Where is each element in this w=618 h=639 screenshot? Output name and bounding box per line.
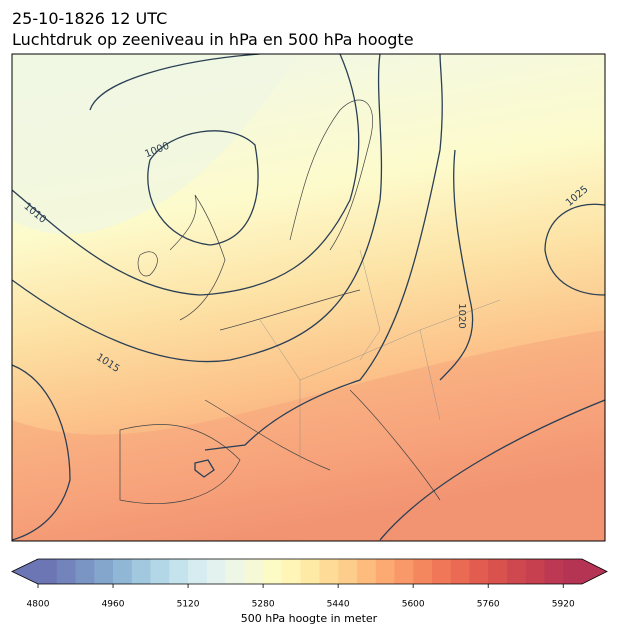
colorbar-segment: [431, 559, 451, 584]
colorbar-segment: [131, 559, 151, 584]
colorbar-segment: [263, 559, 283, 584]
colorbar-segment: [375, 559, 395, 584]
colorbar-segment: [563, 559, 583, 584]
colorbar-segment: [450, 559, 470, 584]
colorbar-tick-label: 5760: [477, 600, 500, 610]
colorbar-segment: [150, 559, 170, 584]
low-area: [12, 54, 300, 235]
isobar: [12, 54, 443, 541]
isobar: [379, 149, 605, 541]
colorbar-outline: [11, 558, 608, 585]
colorbar-segment: [169, 559, 189, 584]
colorbar-tick-label: 5920: [552, 600, 575, 610]
contour-label: 1020: [456, 303, 467, 328]
title: 25-10-1826 12 UTC: [12, 9, 167, 28]
map: [12, 54, 605, 541]
colorbar-segment: [75, 559, 95, 584]
colorbar-segment: [188, 559, 208, 584]
colorbar-segment: [356, 559, 376, 584]
colorbar-segment: [394, 559, 414, 584]
colorbar-segment: [300, 559, 320, 584]
colorbar-segment: [56, 559, 76, 584]
colorbar-segment: [225, 559, 245, 584]
colorbar-tick-label: 5600: [402, 600, 425, 610]
colorbar-segment: [506, 559, 527, 584]
colorbar-tick-label: 4800: [27, 600, 50, 610]
colorbar: 4800 4960 5120 5280 5440 5600 5760 5920: [11, 558, 608, 610]
subtitle: Luchtdruk op zeeniveau in hPa en 500 hPa…: [12, 30, 414, 49]
colorbar-segment: [206, 559, 226, 584]
colorbar-tick-label: 5280: [252, 600, 275, 610]
colorbar-segment: [113, 559, 133, 584]
colorbar-tick-label: 5120: [177, 600, 200, 610]
colorbar-label: 500 hPa hoogte in meter: [241, 612, 378, 625]
colorbar-segment: [281, 559, 301, 584]
colorbar-segment: [94, 559, 114, 584]
isobar: [12, 54, 383, 363]
isobar: [89, 54, 261, 478]
colorbar-extend-low: [12, 559, 38, 584]
map-frame: [11, 53, 606, 542]
borders: [259, 249, 501, 460]
isobar: [12, 54, 360, 296]
colorbar-segment: [38, 559, 58, 584]
colorbar-extend-high: [582, 559, 607, 584]
colorbar-segment: [244, 559, 264, 584]
colorbar-segment: [488, 559, 508, 584]
colorbar-tick-label: 5440: [327, 600, 350, 610]
colorbar-segment: [544, 559, 564, 584]
colorbar-segment: [469, 559, 489, 584]
colorbar-segment: [319, 559, 339, 584]
colorbar-segment: [413, 559, 433, 584]
colorbar-tick-label: 4960: [102, 600, 125, 610]
colorbar-segment: [525, 559, 545, 584]
coastline: [119, 99, 441, 504]
isobar: [147, 130, 259, 246]
warm-area: [12, 330, 605, 541]
colorbar-segment: [338, 559, 358, 584]
